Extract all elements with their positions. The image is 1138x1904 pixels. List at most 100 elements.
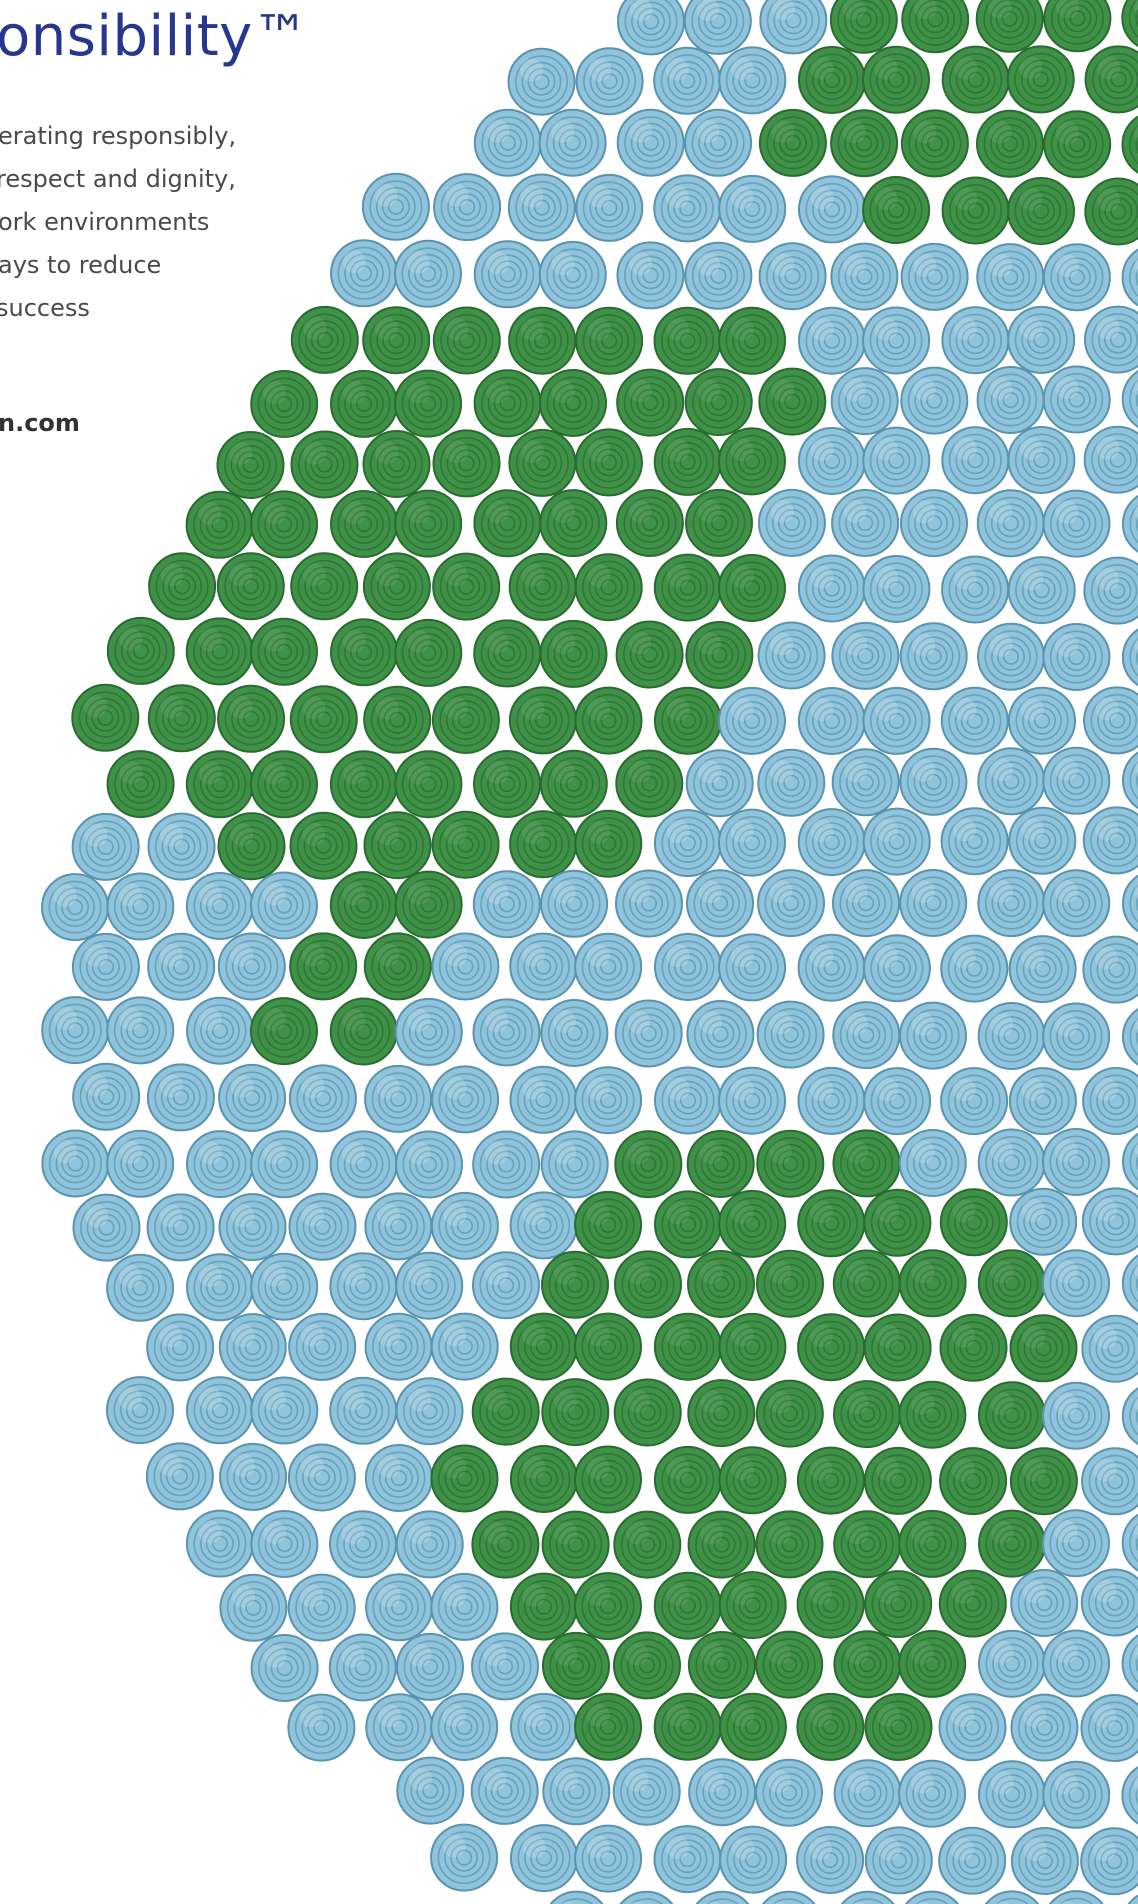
coin-ring: [766, 0, 820, 47]
coin-shine: [988, 120, 1012, 144]
coin-ring: [97, 709, 114, 726]
coin-ring: [120, 1267, 161, 1308]
coin-shine: [551, 379, 575, 403]
coin: [218, 1313, 287, 1382]
coin-ring: [547, 1006, 601, 1060]
coin: [1042, 623, 1111, 691]
coin-ring: [707, 1399, 736, 1428]
coin-ring: [771, 762, 812, 803]
coin-shine: [698, 760, 722, 784]
coin-shine: [731, 1703, 755, 1727]
coin: [686, 869, 754, 938]
coin-ring: [295, 1581, 349, 1635]
coin-shine: [53, 1140, 78, 1164]
coin-ring: [743, 959, 761, 976]
coin: [685, 749, 754, 818]
coin-shine: [1022, 1579, 1046, 1603]
coin-shine: [697, 379, 721, 403]
coin-shine: [262, 1263, 286, 1287]
coin-ring: [629, 763, 670, 804]
coin-ring: [193, 879, 247, 933]
coin: [1007, 305, 1076, 374]
coin-shine: [262, 1520, 287, 1544]
coin-ring: [370, 559, 424, 613]
coin-ring: [450, 1713, 479, 1741]
coin-ring: [871, 1700, 926, 1754]
coin-ring: [391, 1719, 408, 1736]
coin-body: [687, 1250, 755, 1318]
coin-body: [361, 172, 430, 241]
coin-ring: [707, 1651, 736, 1679]
coin-body: [289, 685, 358, 754]
coin-ring: [823, 452, 841, 470]
coin-ring: [1033, 451, 1050, 469]
coin-shine: [809, 1581, 833, 1605]
coin-ring: [1068, 648, 1085, 666]
coin-body: [756, 1249, 824, 1318]
coin-body: [41, 996, 110, 1065]
coin-ring: [844, 123, 884, 164]
coin-shine: [444, 821, 468, 845]
coin-ring: [884, 1713, 913, 1741]
coin-shine: [486, 380, 510, 404]
coin-ring: [588, 567, 629, 608]
coin-ring: [781, 1275, 799, 1292]
coin-body: [473, 369, 542, 438]
coin-ring: [997, 642, 1025, 671]
coin-shine: [877, 1837, 901, 1861]
coin-ring: [738, 1712, 767, 1741]
coin-body: [797, 1066, 866, 1135]
coin-ring: [870, 1196, 924, 1250]
coin-shine: [587, 564, 611, 588]
coin: [218, 1193, 287, 1262]
coin-body: [832, 869, 900, 938]
coin-ring: [925, 773, 942, 790]
coin: [975, 0, 1044, 53]
coin-body: [840, 1890, 895, 1904]
coin-ring: [310, 325, 339, 354]
coin-ring: [445, 700, 486, 740]
coin-shine: [1095, 697, 1119, 721]
coin: [539, 369, 607, 437]
coin-ring: [1062, 1649, 1091, 1678]
coin-ring: [705, 641, 734, 669]
coin-ring: [783, 647, 800, 664]
coin-ring: [382, 572, 411, 601]
coin-ring: [705, 769, 734, 798]
coin-shine: [625, 1521, 649, 1545]
coin-body: [695, 1890, 750, 1904]
coin-ring: [1100, 1847, 1129, 1876]
coin-ring: [997, 767, 1026, 796]
coin-ring: [498, 896, 515, 913]
coin-shine: [874, 317, 898, 341]
coin: [217, 812, 286, 881]
coin-ring: [739, 1845, 768, 1874]
coin-ring: [766, 116, 820, 170]
coin-body: [796, 1826, 865, 1894]
coin-shine: [874, 56, 898, 80]
coin-ring: [515, 314, 569, 368]
coin-ring: [856, 393, 873, 410]
coin-ring: [382, 326, 411, 355]
coin-ring: [850, 387, 879, 416]
body-line: erating responsibly,: [0, 122, 237, 150]
coin-shine: [666, 1582, 690, 1606]
coin-ring: [98, 1088, 115, 1105]
coin-ring: [295, 1200, 350, 1254]
coin-ring: [812, 568, 852, 609]
coin-ring: [661, 940, 715, 994]
coin-ring: [926, 268, 943, 285]
coin-ring: [1028, 706, 1056, 735]
coin-ring: [523, 1326, 564, 1367]
coin-body: [146, 1193, 215, 1262]
coin-shine: [1054, 757, 1078, 781]
coin-shine: [554, 1768, 578, 1792]
coin-ring: [679, 834, 697, 852]
coin-ring: [905, 1637, 959, 1691]
coin: [941, 426, 1010, 495]
coin-ring: [641, 775, 658, 792]
coin-ring: [709, 134, 727, 151]
coin-body: [431, 810, 500, 879]
coin-ring: [908, 0, 962, 46]
coin-body: [862, 934, 931, 1003]
